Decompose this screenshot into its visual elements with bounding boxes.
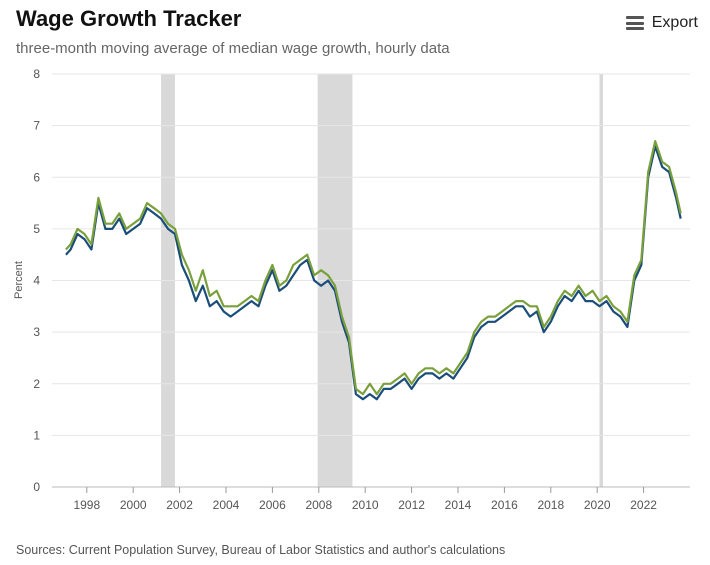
y-tick-label: 7 <box>33 119 40 133</box>
y-tick-label: 5 <box>33 222 40 236</box>
x-tick-label: 2014 <box>445 498 472 512</box>
x-tick-label: 2002 <box>166 498 193 512</box>
x-tick-label: 2006 <box>259 498 286 512</box>
x-tick-label: 2022 <box>630 498 657 512</box>
x-tick-label: 2018 <box>537 498 564 512</box>
export-label: Export <box>651 14 698 31</box>
x-tick-label: 2010 <box>352 498 379 512</box>
chart-title: Wage Growth Tracker <box>16 6 242 31</box>
y-tick-label: 1 <box>33 428 40 442</box>
series-lines <box>65 140 682 401</box>
x-tick-label: 2004 <box>213 498 240 512</box>
y-tick-label: 3 <box>33 325 40 339</box>
line-chart: 0 1 2 3 4 5 6 7 8 1998 2000 2002 2004 2006 2008 2010 201… <box>13 67 690 512</box>
y-tick-label: 0 <box>33 480 40 494</box>
series-line-1 <box>65 140 682 396</box>
x-tick-label: 2020 <box>584 498 611 512</box>
series-line-0 <box>65 145 682 401</box>
x-tick-label: 1998 <box>73 498 100 512</box>
y-tick-label: 8 <box>33 67 40 81</box>
export-button[interactable]: Export <box>625 14 698 32</box>
grid-lines <box>52 73 690 488</box>
y-tick-label: 4 <box>33 274 40 288</box>
chart-subtitle: three-month moving average of median wag… <box>16 40 450 57</box>
x-tick-label: 2016 <box>491 498 518 512</box>
source-note: Sources: Current Population Survey, Bure… <box>16 543 506 557</box>
x-tick-label: 2008 <box>305 498 332 512</box>
axes: 0 1 2 3 4 5 6 7 8 1998 2000 2002 2004 2006 2008 2010 201… <box>33 67 657 512</box>
y-axis-label: Percent <box>13 261 25 299</box>
x-tick-label: 2012 <box>398 498 425 512</box>
hamburger-menu-icon <box>625 16 644 30</box>
y-tick-label: 6 <box>33 170 40 184</box>
y-tick-label: 2 <box>33 377 40 391</box>
x-tick-label: 2000 <box>120 498 147 512</box>
